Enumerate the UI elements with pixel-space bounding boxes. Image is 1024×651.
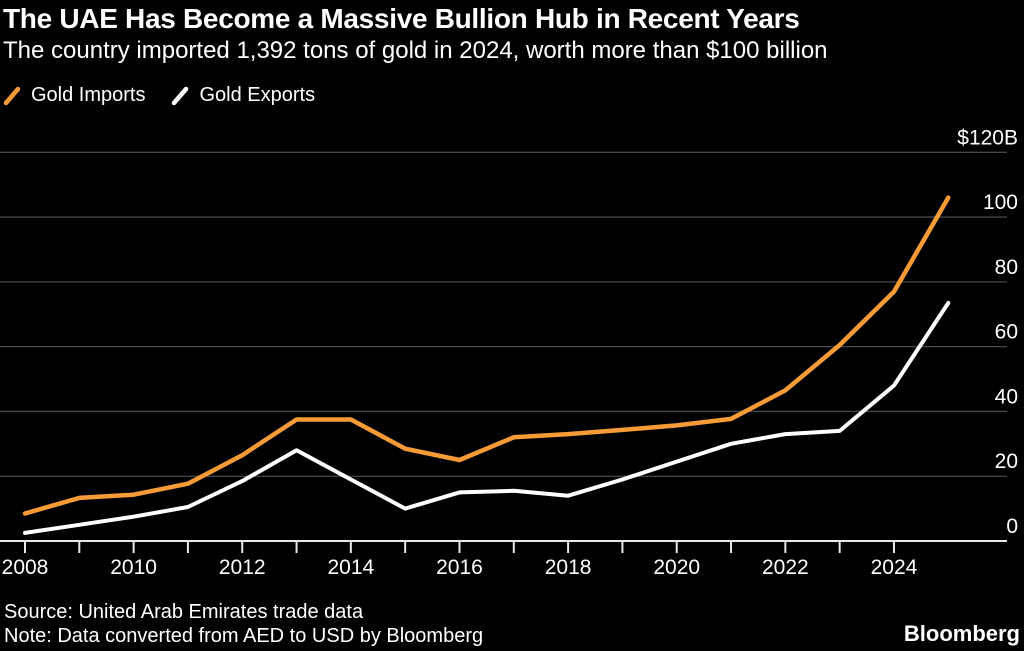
svg-text:80: 80: [995, 256, 1018, 279]
svg-text:2012: 2012: [219, 556, 266, 579]
svg-text:40: 40: [995, 385, 1018, 408]
note-text: Note: Data converted from AED to USD by …: [4, 625, 484, 647]
chart-subtitle: The country imported 1,392 tons of gold …: [3, 37, 828, 64]
svg-text:2008: 2008: [2, 556, 49, 579]
svg-text:2024: 2024: [871, 556, 918, 579]
svg-text:2010: 2010: [110, 556, 157, 579]
svg-text:2020: 2020: [653, 556, 700, 579]
svg-text:60: 60: [995, 321, 1018, 344]
svg-text:0: 0: [1006, 515, 1018, 538]
imports-slash-icon: [3, 86, 21, 105]
chart-title: The UAE Has Become a Massive Bullion Hub…: [3, 3, 800, 34]
svg-text:2016: 2016: [436, 556, 483, 579]
bloomberg-logo: Bloomberg: [903, 621, 1020, 646]
svg-text:2018: 2018: [545, 556, 592, 579]
legend-label-exports: Gold Exports: [199, 84, 316, 106]
legend-item-gold-exports: Gold Exports: [171, 84, 315, 107]
svg-text:100: 100: [983, 191, 1018, 214]
svg-text:2014: 2014: [328, 556, 375, 579]
legend-label-imports: Gold Imports: [31, 84, 146, 106]
svg-text:20: 20: [995, 450, 1018, 473]
source-text: Source: United Arab Emirates trade data: [4, 601, 364, 623]
exports-slash-icon: [172, 86, 189, 105]
svg-text:$120B: $120B: [957, 126, 1018, 149]
legend-item-gold-imports: Gold Imports: [3, 84, 145, 107]
legend: Gold Imports Gold Exports: [3, 84, 315, 107]
svg-text:2022: 2022: [762, 556, 809, 579]
